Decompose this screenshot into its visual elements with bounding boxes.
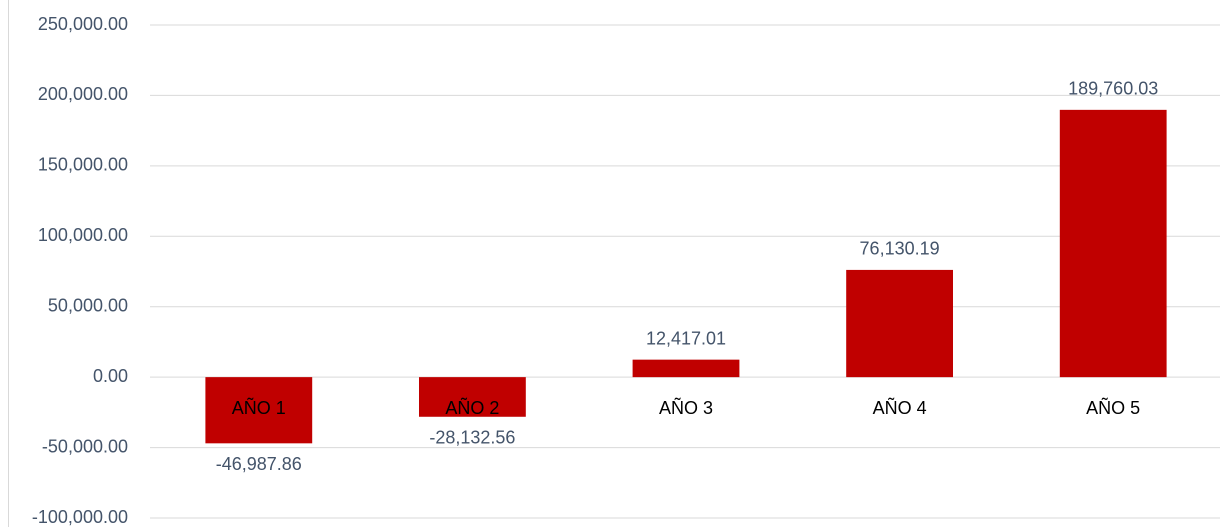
y-tick-label: 200,000.00 — [38, 84, 128, 104]
x-tick-label: AÑO 5 — [1086, 397, 1140, 418]
bar — [632, 359, 740, 378]
data-label: -28,132.56 — [429, 428, 515, 448]
data-label: 12,417.01 — [646, 328, 726, 348]
y-tick-label: 100,000.00 — [38, 225, 128, 245]
x-tick-label: AÑO 1 — [232, 397, 286, 418]
y-tick-label: 250,000.00 — [38, 14, 128, 34]
bar — [846, 269, 953, 378]
data-label: 189,760.03 — [1068, 79, 1158, 99]
x-tick-label: AÑO 4 — [873, 397, 927, 418]
data-label: -46,987.86 — [216, 454, 302, 474]
x-tick-label: AÑO 3 — [659, 397, 713, 418]
y-tick-label: -100,000.00 — [32, 507, 128, 527]
bar — [205, 377, 313, 444]
y-tick-label: 150,000.00 — [38, 155, 128, 175]
data-label: 76,130.19 — [860, 239, 940, 259]
x-tick-label: AÑO 2 — [445, 397, 499, 418]
bar — [1059, 109, 1167, 378]
y-tick-label: -50,000.00 — [42, 436, 128, 456]
bar — [419, 377, 526, 417]
y-tick-label: 50,000.00 — [48, 295, 128, 315]
y-tick-label: 0.00 — [93, 366, 128, 386]
